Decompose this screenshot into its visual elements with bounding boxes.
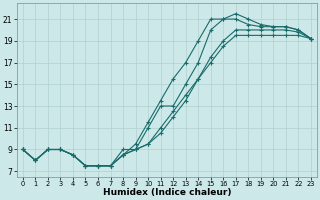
X-axis label: Humidex (Indice chaleur): Humidex (Indice chaleur) xyxy=(103,188,231,197)
